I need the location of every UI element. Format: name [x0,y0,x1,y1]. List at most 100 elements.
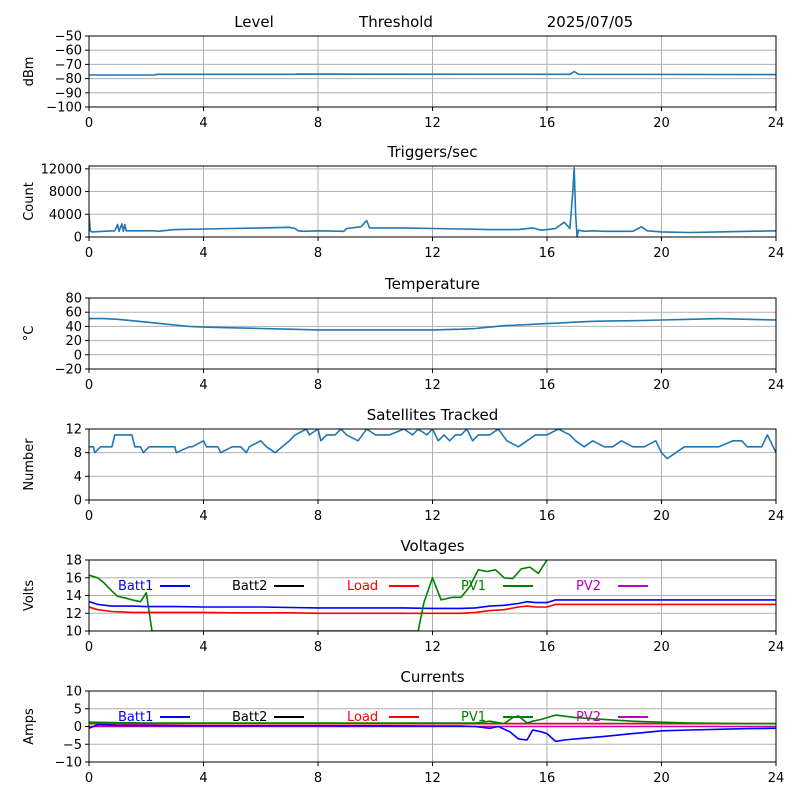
y-tick-label: −90 [55,86,82,101]
x-tick-label: 8 [314,246,322,261]
legend-label: PV1 [461,579,486,594]
y-tick-label: −60 [55,44,82,59]
axes-frame [88,165,777,238]
panel-title: Triggers/sec [387,143,478,161]
x-tick-label: 20 [653,771,670,786]
panel-title: Currents [400,668,464,686]
x-tick-label: 16 [539,509,556,524]
x-tick-label: 8 [314,116,322,131]
x-tick-label: 24 [768,116,785,131]
legend-label: Batt1 [118,579,153,594]
legend-label: PV1 [461,710,486,725]
x-tick-label: 0 [85,771,93,786]
y-tick-label: −80 [55,72,82,87]
x-tick-label: 20 [653,509,670,524]
y-tick-label: 20 [65,334,82,349]
y-tick-label: 4 [74,470,82,485]
panel-title: Temperature [384,275,480,293]
y-axis-label: Count [22,182,37,221]
x-tick-label: 4 [199,771,207,786]
series-line-load [89,603,776,615]
x-tick-label: 0 [85,246,93,261]
legend-label: Load [347,579,378,594]
series-line-pv1 [89,714,776,725]
panel-voltages: 0 4 8 12 16 20 24 10 12 14 16 18 Batt1 Batt2 Load PV1 PV… [22,537,784,655]
y-tick-label: 4000 [49,208,82,223]
series-line-0 [89,70,776,76]
x-tick-label: 12 [424,116,441,131]
x-tick-label: 4 [199,378,207,393]
y-tick-label: 18 [65,554,82,569]
x-tick-label: 4 [199,246,207,261]
x-tick-label: 16 [539,640,556,655]
y-tick-label: 12000 [41,162,82,177]
x-tick-label: 20 [653,378,670,393]
x-tick-label: 0 [85,116,93,131]
y-tick-label: 10 [65,685,82,700]
y-axis-label: °C [22,326,37,342]
panel-triggers: 0 4 8 12 16 20 24 0 4000 8000 12000 Triggers/sec Cou… [22,143,784,261]
y-tick-label: 0 [74,494,82,509]
x-tick-label: 16 [539,378,556,393]
y-tick-label: 10 [65,625,82,640]
legend-label: Batt2 [232,710,267,725]
panel-currents: 0 4 8 12 16 20 24 −10 −5 0 5 10 Batt1 Batt2 Load PV1 PV2… [22,668,784,786]
x-tick-label: 12 [424,378,441,393]
y-tick-label: 0 [74,348,82,363]
x-tick-label: 8 [314,378,322,393]
y-tick-label: 40 [65,320,82,335]
y-tick-label: 8 [74,446,82,461]
y-tick-label: 16 [65,571,82,586]
header-level: Level [234,13,274,31]
series-line-batt1 [89,599,776,610]
x-tick-label: 12 [424,771,441,786]
x-tick-label: 8 [314,640,322,655]
header: Level Threshold 2025/07/05 [234,13,633,31]
y-axis-label: Number [22,438,37,491]
axes-frame [88,690,777,763]
y-axis-label: Amps [22,708,37,745]
x-tick-label: 8 [314,509,322,524]
series-line-0 [89,429,776,460]
y-tick-label: 5 [74,702,82,717]
x-tick-label: 24 [768,640,785,655]
legend-label: Load [347,710,378,725]
x-tick-label: 0 [85,378,93,393]
x-tick-label: 16 [539,116,556,131]
series-line-0 [89,317,776,331]
axes-frame [88,428,777,501]
y-tick-label: −50 [55,30,82,45]
x-tick-label: 8 [314,771,322,786]
y-tick-label: 12 [65,423,82,438]
panel-satellites: 0 4 8 12 16 20 24 0 4 8 12 Satellites Tracked Number [22,406,784,524]
x-tick-label: 16 [539,771,556,786]
x-tick-label: 20 [653,640,670,655]
x-tick-label: 4 [199,640,207,655]
x-tick-label: 0 [85,509,93,524]
axes-frame [88,35,777,108]
y-tick-label: −5 [63,738,82,753]
x-tick-label: 24 [768,246,785,261]
y-tick-label: 0 [74,231,82,246]
x-tick-label: 4 [199,509,207,524]
y-axis-label: dBm [22,57,37,87]
x-tick-label: 24 [768,509,785,524]
x-tick-label: 16 [539,246,556,261]
x-tick-label: 20 [653,246,670,261]
y-tick-label: 14 [65,589,82,604]
x-tick-label: 24 [768,378,785,393]
y-tick-label: 80 [65,292,82,307]
x-tick-label: 0 [85,640,93,655]
y-tick-label: 8000 [49,185,82,200]
x-tick-label: 4 [199,116,207,131]
legend-label: Batt1 [118,710,153,725]
header-threshold: Threshold [358,13,433,31]
y-tick-label: −10 [55,756,82,771]
legend-label: PV2 [576,710,601,725]
y-tick-label: −20 [55,363,82,378]
legend-label: PV2 [576,579,601,594]
header-date: 2025/07/05 [547,13,633,31]
y-tick-label: −70 [55,58,82,73]
y-tick-label: 60 [65,306,82,321]
